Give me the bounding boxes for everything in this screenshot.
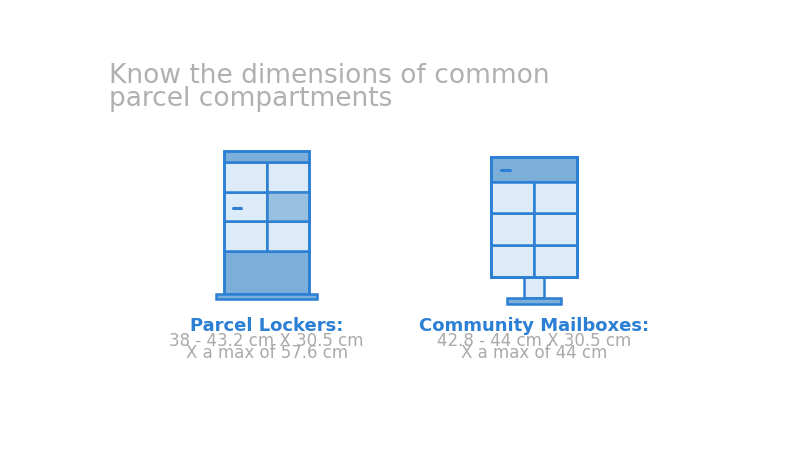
Text: 38 - 43.2 cm X 30.5 cm: 38 - 43.2 cm X 30.5 cm xyxy=(170,332,364,350)
Bar xyxy=(224,162,266,192)
Bar xyxy=(491,245,534,277)
Bar xyxy=(534,245,577,277)
Bar xyxy=(491,182,534,213)
Bar xyxy=(491,213,534,245)
Bar xyxy=(224,151,310,162)
Text: 42.8 - 44 cm X 30.5 cm: 42.8 - 44 cm X 30.5 cm xyxy=(437,332,631,350)
Bar xyxy=(534,213,577,245)
Text: parcel compartments: parcel compartments xyxy=(110,86,393,112)
Bar xyxy=(224,251,310,294)
Bar xyxy=(224,151,310,294)
Text: Parcel Lockers:: Parcel Lockers: xyxy=(190,317,343,335)
Bar xyxy=(224,192,266,221)
Bar xyxy=(224,221,266,251)
Text: Know the dimensions of common: Know the dimensions of common xyxy=(110,63,550,88)
Bar xyxy=(266,162,310,192)
Bar xyxy=(524,277,544,298)
Bar xyxy=(491,157,577,277)
Bar xyxy=(266,221,310,251)
Bar xyxy=(216,294,317,299)
Bar xyxy=(534,182,577,213)
Bar xyxy=(266,192,310,221)
Bar xyxy=(491,157,577,182)
Text: X a max of 57.6 cm: X a max of 57.6 cm xyxy=(186,345,348,362)
Text: Community Mailboxes:: Community Mailboxes: xyxy=(419,317,649,335)
Bar xyxy=(491,157,577,277)
Bar xyxy=(507,298,561,305)
Text: X a max of 44 cm: X a max of 44 cm xyxy=(461,345,607,362)
Bar xyxy=(266,192,310,221)
